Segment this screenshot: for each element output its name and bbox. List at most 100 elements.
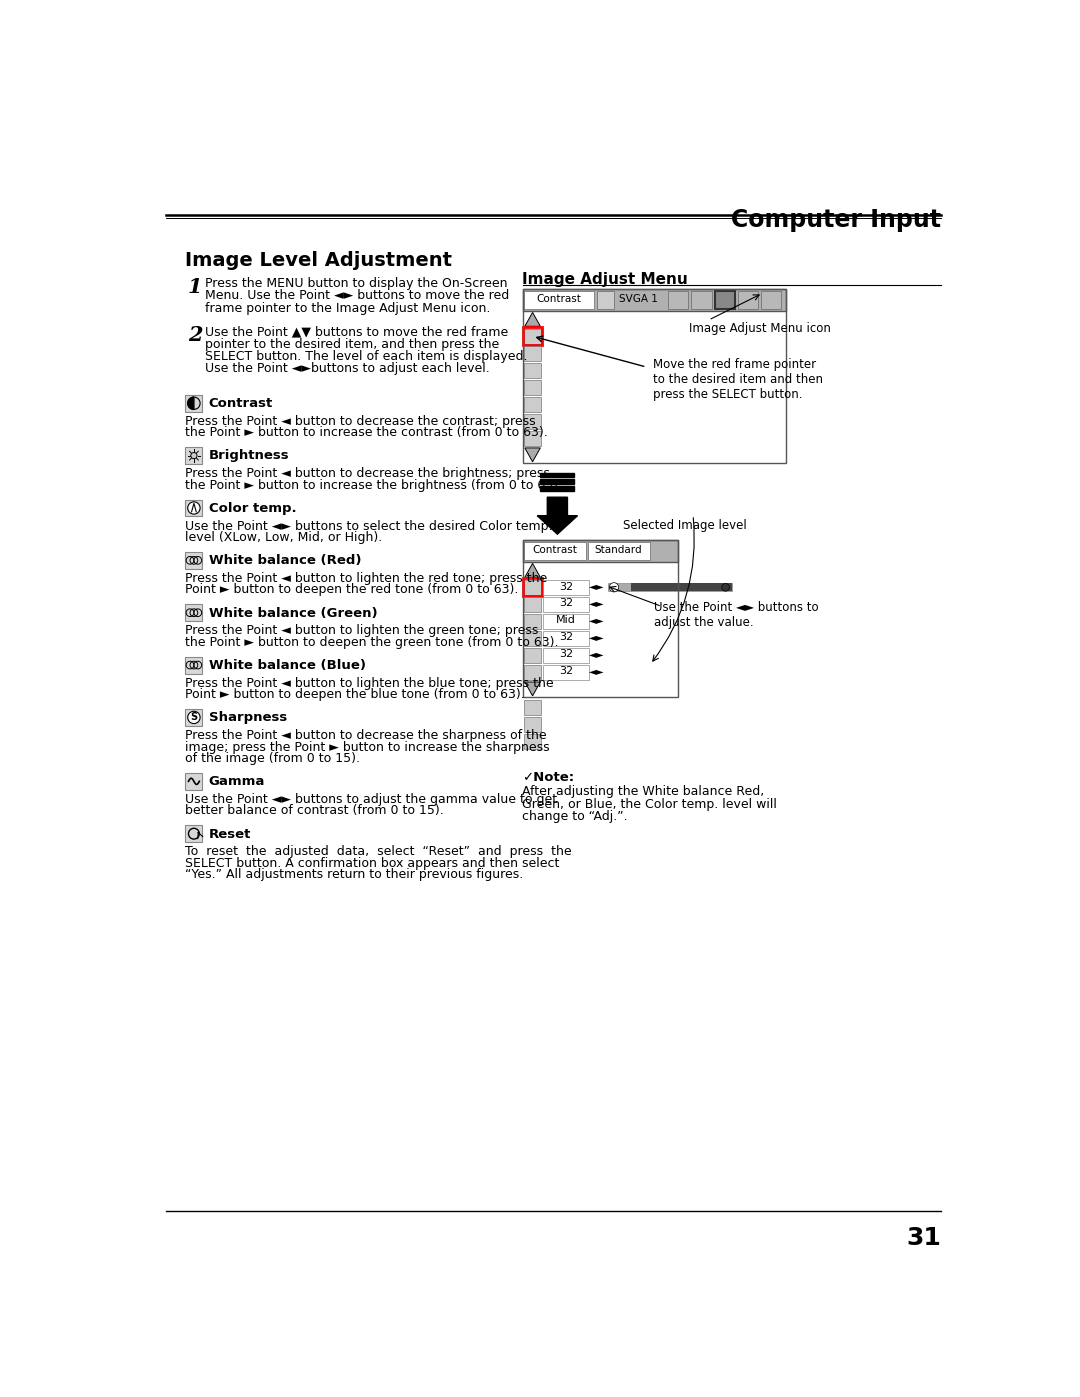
Text: SELECT button. The level of each item is displayed.: SELECT button. The level of each item is… [205,351,527,363]
Text: 32: 32 [558,650,573,659]
Text: better balance of contrast (from 0 to 15).: better balance of contrast (from 0 to 15… [186,805,444,817]
Bar [597,291,613,309]
Bar [542,615,590,629]
Text: ►: ► [596,598,604,609]
Text: Contrast: Contrast [208,397,273,411]
Bar [524,665,541,680]
Text: White balance (Green): White balance (Green) [208,606,377,619]
Text: the Point ► button to increase the contrast (from 0 to 63).: the Point ► button to increase the contr… [186,426,549,440]
Text: the Point ► button to deepen the green tone (from 0 to 63).: the Point ► button to deepen the green t… [186,636,558,648]
Bar [524,346,541,360]
Bar [186,708,202,726]
Text: Menu. Use the Point ◄► buttons to move the red: Menu. Use the Point ◄► buttons to move t… [205,289,509,302]
Text: Sharpness: Sharpness [208,711,287,724]
Text: Press the MENU button to display the On-Screen: Press the MENU button to display the On-… [205,277,508,291]
Bar [186,395,202,412]
Text: ✓Note:: ✓Note: [523,771,575,784]
Bar [186,657,202,673]
Text: Image Adjust Menu: Image Adjust Menu [523,271,688,286]
Text: Press the Point ◄ button to lighten the red tone; press the: Press the Point ◄ button to lighten the … [186,571,548,585]
FancyArrow shape [537,497,578,534]
Text: Mid: Mid [556,616,576,626]
Bar [186,447,202,464]
Text: Selected Image level: Selected Image level [623,518,747,532]
Text: Contrast: Contrast [537,295,581,305]
Text: SELECT button. A confirmation box appears and then select: SELECT button. A confirmation box appear… [186,856,559,870]
Circle shape [609,583,619,592]
Polygon shape [525,313,540,327]
Bar [540,486,575,490]
Bar [540,472,575,478]
Text: Press the Point ◄ button to decrease the brightness; press: Press the Point ◄ button to decrease the… [186,467,550,481]
Text: Use the Point ◄►buttons to adjust each level.: Use the Point ◄►buttons to adjust each l… [205,362,489,376]
Text: After adjusting the White balance Red,: After adjusting the White balance Red, [523,785,765,798]
Text: 32: 32 [558,598,573,609]
Text: ►: ► [596,666,604,676]
Bar [524,598,541,612]
Text: Brightness: Brightness [208,450,289,462]
Bar [669,291,688,309]
Text: Contrast: Contrast [532,545,578,556]
Text: ◄: ◄ [589,616,596,626]
Bar [715,291,734,309]
Text: To  reset  the  adjusted  data,  select  “Reset”  and  press  the: To reset the adjusted data, select “Rese… [186,845,572,858]
Text: ►: ► [596,633,604,643]
Bar [542,631,590,645]
Text: 1: 1 [188,277,202,298]
Bar [524,735,541,749]
Bar [631,584,732,591]
Text: ◄: ◄ [589,650,596,659]
Text: Use the Point ◄► buttons to
adjust the value.: Use the Point ◄► buttons to adjust the v… [654,601,819,629]
Text: ◄: ◄ [589,666,596,676]
Text: Use the Point ▲▼ buttons to move the red frame: Use the Point ▲▼ buttons to move the red… [205,326,508,338]
Text: 32: 32 [558,633,573,643]
Text: White balance (Red): White balance (Red) [208,555,361,567]
Bar [524,615,541,629]
Circle shape [191,453,197,458]
Text: “Yes.” All adjustments return to their previous figures.: “Yes.” All adjustments return to their p… [186,869,524,882]
Text: Point ► button to deepen the blue tone (from 0 to 63).: Point ► button to deepen the blue tone (… [186,689,525,701]
Text: Image Level Adjustment: Image Level Adjustment [186,251,453,270]
Bar [691,291,712,309]
Text: Press the Point ◄ button to decrease the sharpness of the: Press the Point ◄ button to decrease the… [186,729,546,742]
Bar [524,363,541,377]
Circle shape [188,502,200,514]
Text: change to “Adj.”.: change to “Adj.”. [523,810,629,823]
Text: 32: 32 [558,581,573,591]
Bar [523,541,677,562]
Text: pointer to the desired item, and then press the: pointer to the desired item, and then pr… [205,338,499,351]
Text: ►: ► [596,581,604,591]
Text: Standard: Standard [595,545,643,556]
Bar [524,414,541,429]
Bar [523,541,677,697]
Bar [186,500,202,517]
Bar [524,432,541,446]
Text: Move the red frame pointer
to the desired item and then
press the SELECT button.: Move the red frame pointer to the desire… [652,358,823,401]
Text: Color temp.: Color temp. [208,502,296,515]
Bar [186,605,202,622]
Bar [542,580,590,595]
Text: image; press the Point ► button to increase the sharpness: image; press the Point ► button to incre… [186,740,550,753]
Text: ◄: ◄ [589,633,596,643]
Bar [524,580,541,595]
Wedge shape [188,397,194,409]
Text: ◄: ◄ [589,598,596,609]
Bar [738,291,758,309]
Text: of the image (from 0 to 15).: of the image (from 0 to 15). [186,752,361,766]
Circle shape [188,711,200,724]
Bar [542,648,590,662]
Text: Reset: Reset [208,827,251,841]
Bar [540,479,575,485]
Bar [523,289,786,312]
Bar [608,584,732,591]
Bar [524,327,542,345]
Bar [524,330,541,344]
Text: Press the Point ◄ button to lighten the blue tone; press the: Press the Point ◄ button to lighten the … [186,676,554,690]
Text: 2: 2 [188,326,202,345]
Circle shape [721,584,729,591]
Text: ◄: ◄ [589,581,596,591]
Polygon shape [525,448,540,462]
Bar [523,289,786,464]
Bar [524,380,541,395]
Text: Computer Input: Computer Input [731,208,941,232]
